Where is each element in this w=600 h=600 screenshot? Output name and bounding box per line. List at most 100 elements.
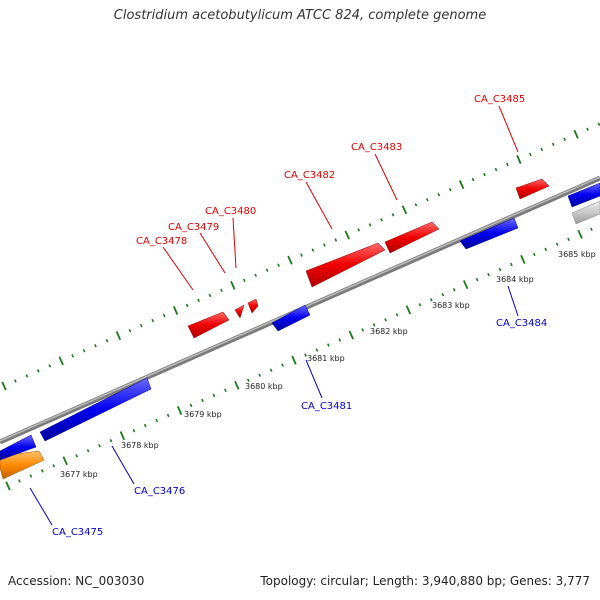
major-tick bbox=[401, 205, 408, 215]
minor-tick bbox=[269, 368, 273, 372]
major-tick bbox=[176, 406, 183, 415]
minor-tick bbox=[265, 268, 269, 272]
minor-tick bbox=[395, 313, 399, 317]
major-tick bbox=[348, 330, 354, 340]
scale-label: 3679 kbp bbox=[184, 410, 222, 419]
gene-arrow-CA_C3482[interactable] bbox=[305, 242, 386, 288]
leader-CA_C3485 bbox=[498, 105, 519, 153]
minor-tick bbox=[242, 278, 246, 283]
gene-arrow-CA_C3475[interactable] bbox=[0, 450, 45, 480]
gene-label-CA_C3484[interactable]: CA_C3484 bbox=[496, 318, 547, 329]
minor-tick bbox=[327, 343, 330, 347]
minor-tick bbox=[567, 237, 570, 242]
gene-label-CA_C3480[interactable]: CA_C3480 bbox=[205, 206, 256, 217]
minor-tick bbox=[71, 354, 75, 358]
major-tick bbox=[230, 280, 236, 290]
minor-tick bbox=[498, 267, 502, 272]
major-tick bbox=[573, 129, 579, 139]
minor-tick bbox=[441, 292, 445, 297]
minor-tick bbox=[143, 423, 147, 428]
minor-tick bbox=[185, 303, 189, 308]
minor-tick bbox=[510, 262, 513, 267]
scale-label: 3681 kbp bbox=[307, 354, 345, 363]
minor-tick bbox=[300, 253, 303, 257]
major-tick bbox=[405, 305, 412, 315]
minor-tick bbox=[246, 378, 250, 383]
minor-tick bbox=[212, 393, 216, 398]
minor-tick bbox=[162, 313, 166, 318]
gene-label-CA_C3476[interactable]: CA_C3476 bbox=[134, 486, 185, 497]
gene-arrow-CA_C3479[interactable] bbox=[234, 304, 245, 319]
minor-tick bbox=[590, 227, 593, 231]
major-tick bbox=[119, 431, 126, 441]
minor-tick bbox=[25, 374, 29, 378]
minor-tick bbox=[586, 127, 589, 131]
leader-lines bbox=[29, 105, 519, 526]
minor-tick bbox=[224, 388, 227, 393]
minor-tick bbox=[208, 293, 212, 298]
minor-tick bbox=[132, 428, 136, 433]
gene-label-CA_C3479[interactable]: CA_C3479 bbox=[168, 222, 219, 233]
gene-arrow-CA_C3476[interactable] bbox=[39, 377, 152, 442]
gene-arrow-CA_C3484[interactable] bbox=[459, 217, 519, 250]
minor-tick bbox=[139, 323, 143, 328]
major-tick bbox=[1, 381, 7, 391]
major-tick bbox=[520, 254, 526, 264]
minor-tick bbox=[452, 287, 456, 292]
gene-label-CA_C3483[interactable]: CA_C3483 bbox=[351, 142, 402, 153]
minor-tick bbox=[361, 328, 365, 332]
reverse-strand-features bbox=[0, 200, 600, 480]
minor-tick bbox=[29, 474, 33, 478]
minor-tick bbox=[544, 247, 548, 252]
gene-arrow-CA_C3485[interactable] bbox=[515, 178, 550, 200]
major-tick bbox=[516, 154, 522, 164]
scale-label: 3678 kbp bbox=[121, 441, 159, 450]
major-tick bbox=[577, 229, 583, 239]
leader-CA_C3481 bbox=[305, 359, 323, 399]
minor-tick bbox=[551, 142, 555, 147]
major-tick bbox=[172, 306, 179, 315]
minor-tick bbox=[220, 288, 223, 293]
minor-tick bbox=[597, 122, 600, 126]
gene-label-CA_C3481[interactable]: CA_C3481 bbox=[301, 401, 352, 412]
minor-tick bbox=[437, 192, 441, 197]
minor-tick bbox=[48, 364, 52, 368]
major-tick bbox=[234, 380, 240, 390]
scale-labels: 3677 kbp 3678 kbp 3679 kbp 3680 kbp 3681… bbox=[60, 250, 596, 479]
gene-label-CA_C3478[interactable]: CA_C3478 bbox=[136, 236, 187, 247]
minor-tick bbox=[528, 152, 532, 157]
minor-tick bbox=[429, 298, 433, 302]
gene-label-CA_C3482[interactable]: CA_C3482 bbox=[284, 170, 335, 181]
minor-tick bbox=[372, 323, 376, 327]
minor-tick bbox=[201, 398, 204, 403]
minor-tick bbox=[555, 242, 559, 247]
leader-CA_C3475 bbox=[29, 487, 53, 526]
scale-ticks-lower bbox=[5, 227, 593, 491]
major-tick bbox=[5, 481, 11, 491]
minor-tick bbox=[75, 454, 79, 458]
minor-tick bbox=[487, 272, 490, 277]
minor-tick bbox=[494, 167, 498, 172]
gene-arrow-CA_C3480[interactable] bbox=[247, 298, 259, 314]
gene-arrow-CA_C3481[interactable] bbox=[271, 304, 311, 332]
minor-tick bbox=[304, 353, 307, 357]
scale-label: 3680 kbp bbox=[245, 382, 283, 391]
minor-tick bbox=[315, 348, 319, 352]
minor-tick bbox=[384, 318, 387, 322]
leader-CA_C3483 bbox=[374, 153, 398, 201]
gene-label-CA_C3485[interactable]: CA_C3485 bbox=[474, 94, 525, 105]
minor-tick bbox=[334, 238, 338, 242]
gene-arrow-offscreen-gray[interactable] bbox=[571, 200, 600, 225]
minor-tick bbox=[151, 318, 155, 323]
gene-label-CA_C3475[interactable]: CA_C3475 bbox=[52, 527, 103, 538]
minor-tick bbox=[36, 369, 40, 373]
gene-arrow-offscreen-blue[interactable] bbox=[567, 182, 600, 208]
gene-arrow-CA_C3474[interactable] bbox=[0, 434, 37, 461]
gene-arrow-CA_C3478[interactable] bbox=[187, 311, 230, 339]
leader-CA_C3478 bbox=[162, 246, 194, 291]
minor-tick bbox=[14, 379, 17, 383]
minor-tick bbox=[338, 338, 342, 342]
gene-arrow-CA_C3483[interactable] bbox=[384, 221, 440, 254]
leader-CA_C3479 bbox=[199, 232, 226, 274]
scale-label: 3683 kbp bbox=[432, 301, 470, 310]
